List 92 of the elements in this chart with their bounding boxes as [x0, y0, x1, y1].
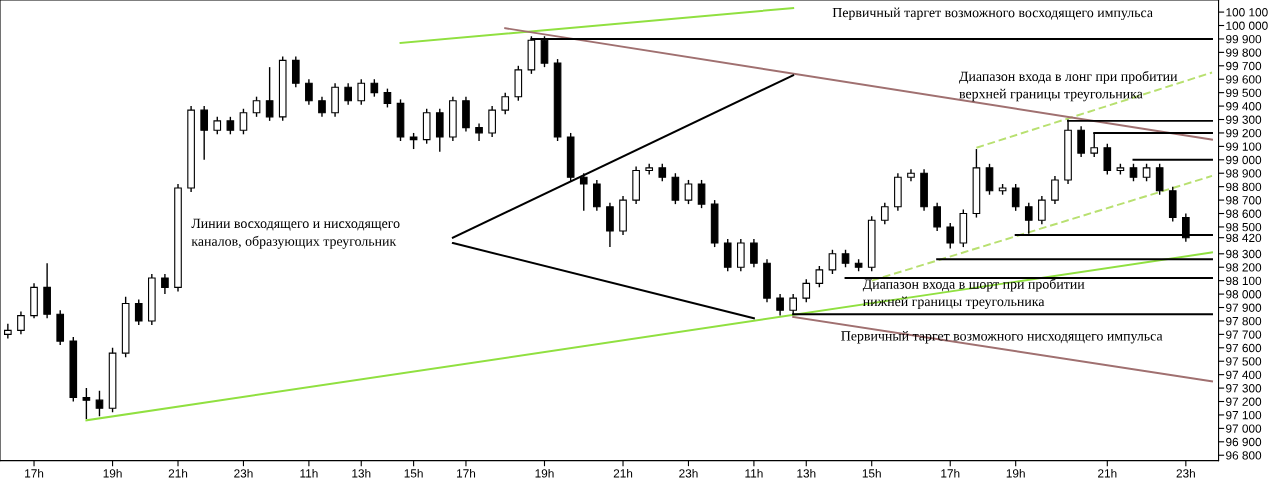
y-tick-label: 99 600: [1226, 75, 1262, 84]
x-tick-label: 13h: [797, 468, 816, 478]
y-tick-label: 98 800: [1226, 182, 1262, 192]
y-tick-label: 97 000: [1226, 424, 1262, 433]
candlestick: [200, 105, 209, 161]
candlestick: [802, 278, 811, 303]
y-tick-label: 98 200: [1226, 263, 1262, 272]
x-tick-label: 19h: [535, 468, 554, 478]
x-tick-label: 21h: [613, 468, 633, 478]
y-tick-label: 98 600: [1226, 209, 1262, 218]
candlestick: [946, 222, 955, 250]
y-tick-label: 97 800: [1226, 316, 1262, 326]
y-tick-label: 97 200: [1226, 397, 1262, 406]
y-tick-label: 97 600: [1226, 343, 1262, 353]
candlestick: [1051, 175, 1059, 205]
y-tick-label: 100 100: [1226, 8, 1268, 17]
candlestick: [318, 95, 326, 118]
candlestick: [828, 249, 837, 275]
candlestick: [593, 179, 601, 212]
x-tick-label: 23h: [234, 468, 253, 478]
candlestick: [750, 238, 758, 268]
y-tick-label: 96 900: [1226, 437, 1262, 447]
candlestick: [239, 108, 248, 135]
x-tick-label: 17h: [457, 468, 476, 478]
y-tick-label: 97 500: [1226, 357, 1262, 366]
x-tick-label: 15h: [404, 468, 423, 478]
x-tick-label: 23h: [1176, 468, 1195, 478]
annotation: Первичный таргет возможного восходящего импульса: [832, 7, 1153, 21]
candlestick: [1077, 125, 1085, 158]
y-tick-label: 97 400: [1226, 370, 1262, 380]
candlestick: [697, 179, 706, 209]
y-tick-label: 98 000: [1226, 290, 1262, 299]
candlestick: [17, 310, 25, 336]
y-tick-label: 99 700: [1226, 61, 1262, 71]
y-tick-label: 100 000: [1226, 21, 1268, 30]
y-tick-label: 98 100: [1226, 276, 1262, 286]
y-tick-label: 96 800: [1226, 451, 1262, 460]
candlestick: [579, 172, 588, 212]
y-tick-label: 97 300: [1226, 384, 1262, 393]
candlestick: [501, 91, 510, 115]
x-tick-label: 19h: [1006, 468, 1025, 478]
y-tick-label: 99 500: [1226, 88, 1262, 98]
x-tick-label: 21h: [1098, 468, 1117, 478]
y-tick-label: 97 100: [1226, 410, 1262, 420]
candlestick: [1155, 163, 1164, 196]
candlestick: [488, 105, 496, 138]
candlestick: [815, 265, 824, 289]
x-tick-label: 21h: [168, 468, 188, 478]
candlestick: [161, 273, 169, 295]
y-tick-label: 98 300: [1226, 249, 1262, 259]
candlestick: [880, 202, 889, 225]
candlestick: [134, 298, 143, 326]
x-tick-label: 15h: [862, 468, 881, 478]
candlestick: [95, 390, 104, 417]
y-tick-label: 99 900: [1226, 34, 1262, 44]
x-tick-label: 11h: [300, 468, 318, 478]
y-tick-label: 97 700: [1226, 330, 1262, 339]
candlestick: [383, 87, 392, 109]
annotation: Линии восходящего и нисходящего каналов, образующих треугольник: [191, 218, 400, 249]
candlestick: [82, 387, 91, 420]
candlestick: [291, 55, 300, 88]
y-tick-label: 99 300: [1226, 115, 1262, 124]
y-tick-label: 99 000: [1226, 155, 1262, 165]
x-tick-label: 13h: [352, 468, 371, 478]
annotation: Диапазон входа в лонг при пробитии верхней границы треугольника: [959, 70, 1178, 102]
y-tick-label: 99 200: [1226, 128, 1262, 138]
candlestick: [265, 66, 274, 122]
candlestick: [344, 82, 352, 106]
candlestick: [684, 179, 693, 205]
x-tick-label: 23h: [679, 468, 698, 478]
y-tick-label: 99 400: [1226, 102, 1262, 111]
candlestick: [305, 78, 313, 106]
x-tick-label: 11h: [745, 468, 763, 478]
candlestick: [985, 163, 994, 196]
y-tick-label: 99 100: [1226, 142, 1262, 151]
y-tick-label: 98 420: [1226, 233, 1262, 243]
candlestick: [252, 95, 261, 118]
y-tick-label: 98 500: [1226, 222, 1262, 232]
x-tick-label: 19h: [103, 468, 122, 478]
candlestick: [1011, 183, 1020, 212]
candlestick: [776, 293, 784, 317]
candlestick: [1038, 195, 1046, 225]
y-tick-label: 98 900: [1226, 169, 1262, 178]
y-tick-label: 97 900: [1226, 303, 1262, 312]
y-tick-label: 98 700: [1226, 196, 1262, 205]
candlestick: [357, 78, 366, 106]
x-tick-label: 17h: [941, 468, 960, 478]
y-tick-label: 99 800: [1226, 48, 1262, 57]
candlestick: [1103, 142, 1112, 176]
candlestick: [933, 202, 941, 232]
x-tick-label: 17h: [25, 468, 44, 478]
candlestick: [671, 172, 680, 205]
